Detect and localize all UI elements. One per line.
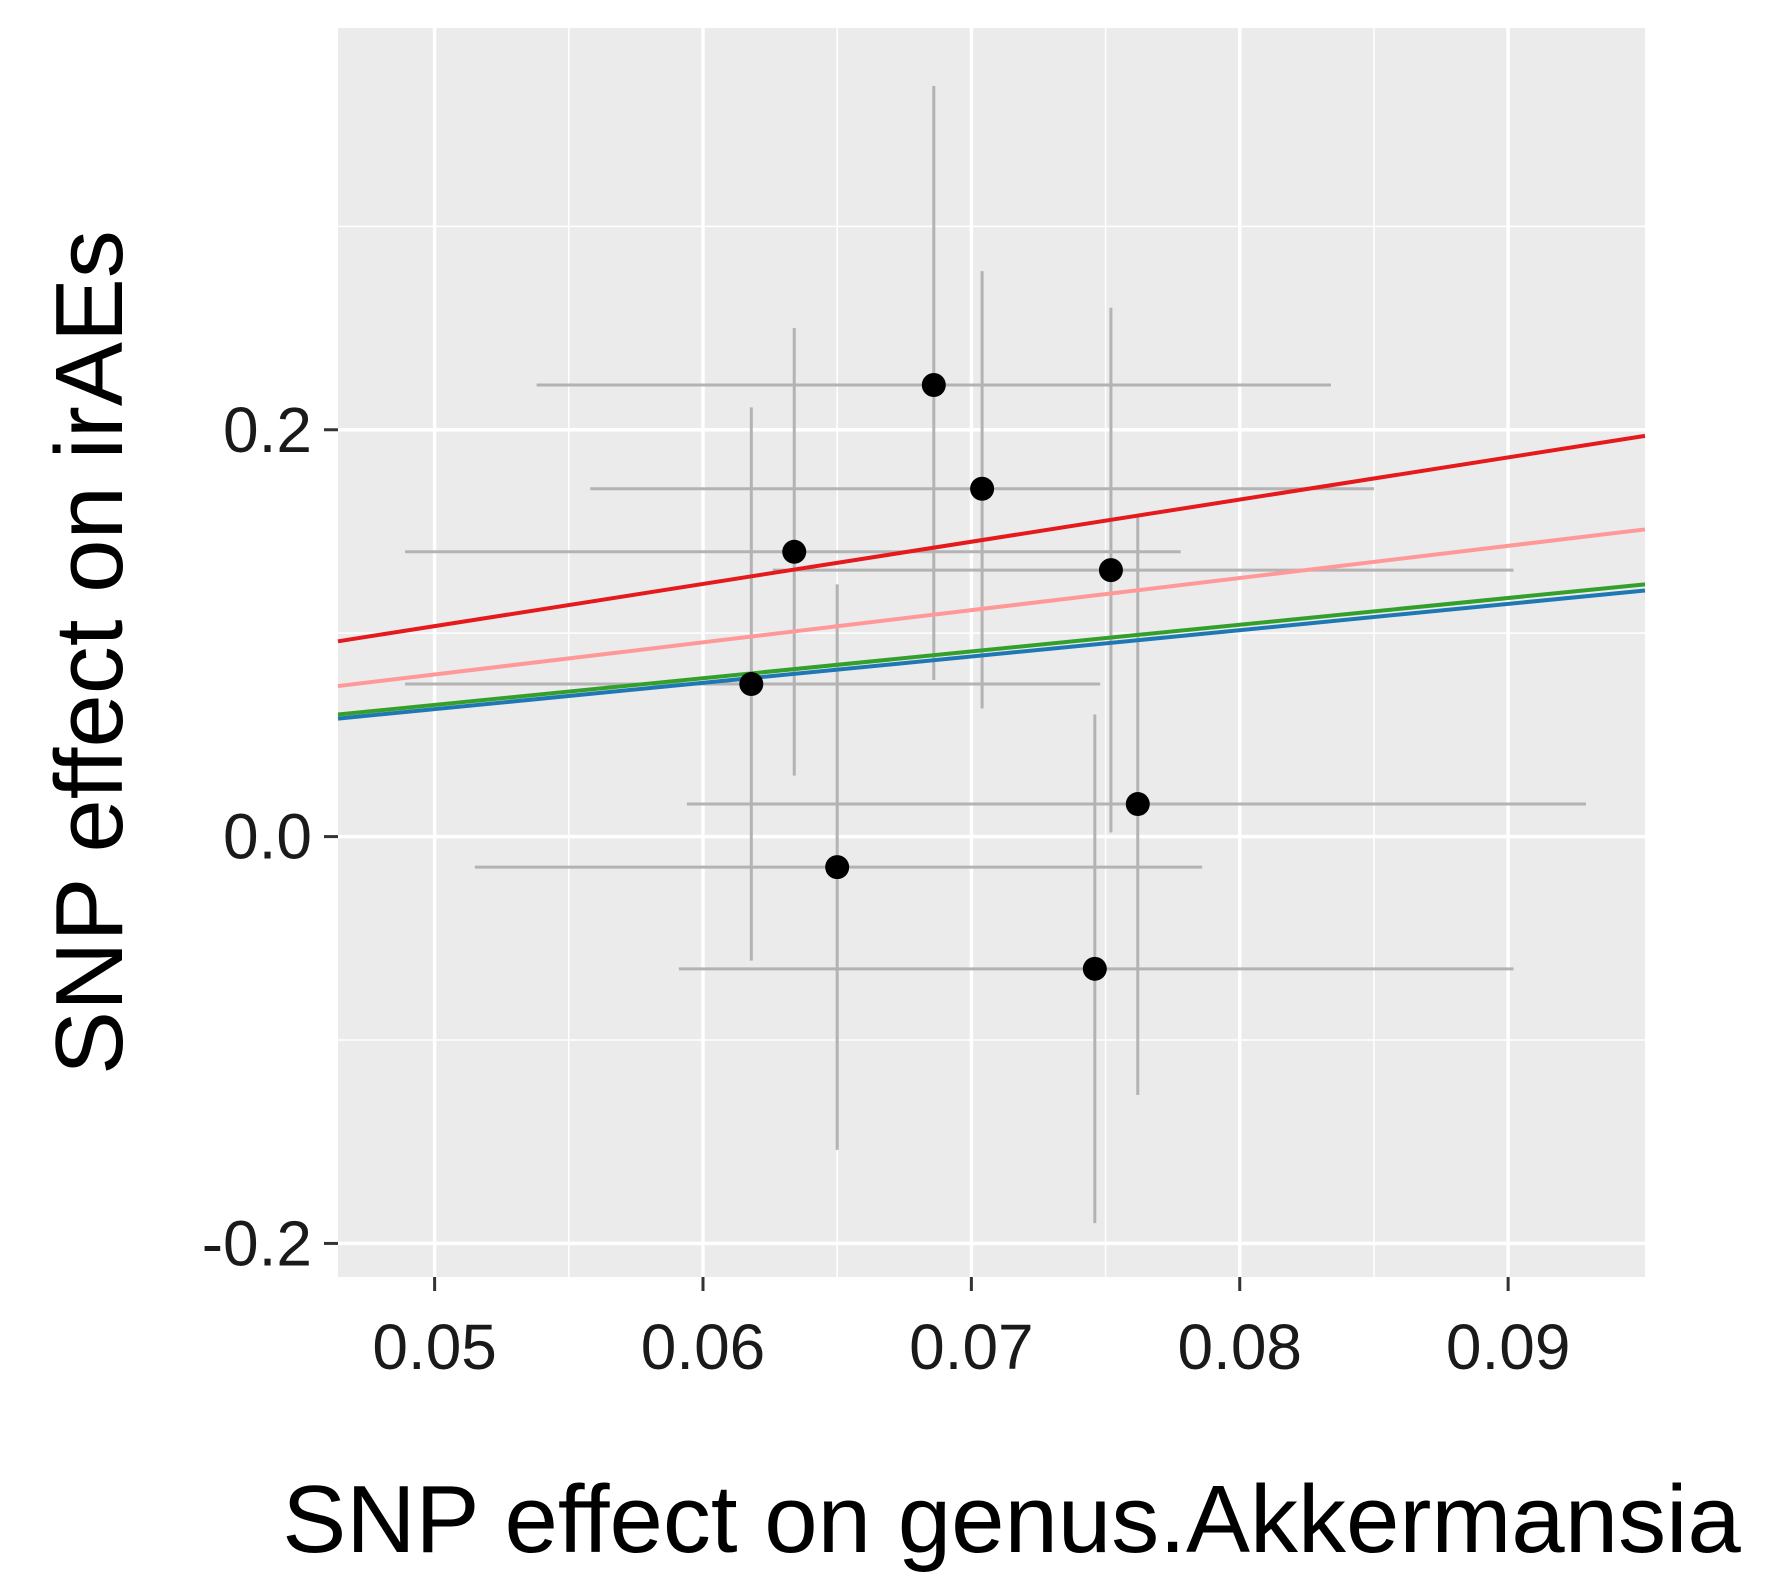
plot-panel <box>338 28 1645 1277</box>
regression-lines <box>337 433 1646 721</box>
x-tick-label: 0.07 <box>909 1311 1034 1383</box>
regression-line <box>337 588 1646 721</box>
major-gridlines <box>338 28 1645 1277</box>
x-tick-label: 0.08 <box>1177 1311 1302 1383</box>
data-point <box>782 539 807 564</box>
x-tick-label: 0.05 <box>372 1311 497 1383</box>
y-tick-label: 0.0 <box>223 801 312 873</box>
x-axis: 0.05 0.06 0.07 0.08 0.09 <box>372 1277 1570 1383</box>
y-axis: -0.2 0.0 0.2 <box>202 394 338 1279</box>
data-point <box>739 672 764 697</box>
data-point <box>1082 956 1107 981</box>
data-point <box>1098 558 1123 583</box>
data-point <box>921 373 946 398</box>
data-point <box>825 855 850 880</box>
data-point <box>970 476 995 501</box>
regression-line <box>337 433 1646 644</box>
x-tick-label: 0.06 <box>641 1311 766 1383</box>
regression-line <box>337 582 1646 717</box>
y-tick-label: 0.2 <box>223 394 312 466</box>
x-axis-title: SNP effect on genus.Akkermansia <box>282 1466 1741 1573</box>
minor-gridlines <box>338 28 1645 1277</box>
y-tick-label: -0.2 <box>202 1207 312 1279</box>
data-point <box>1125 792 1150 817</box>
regression-line <box>337 527 1646 689</box>
data-points <box>739 373 1150 981</box>
x-tick-label: 0.09 <box>1446 1311 1571 1383</box>
y-axis-title: SNP effect on irAEs <box>36 230 143 1075</box>
